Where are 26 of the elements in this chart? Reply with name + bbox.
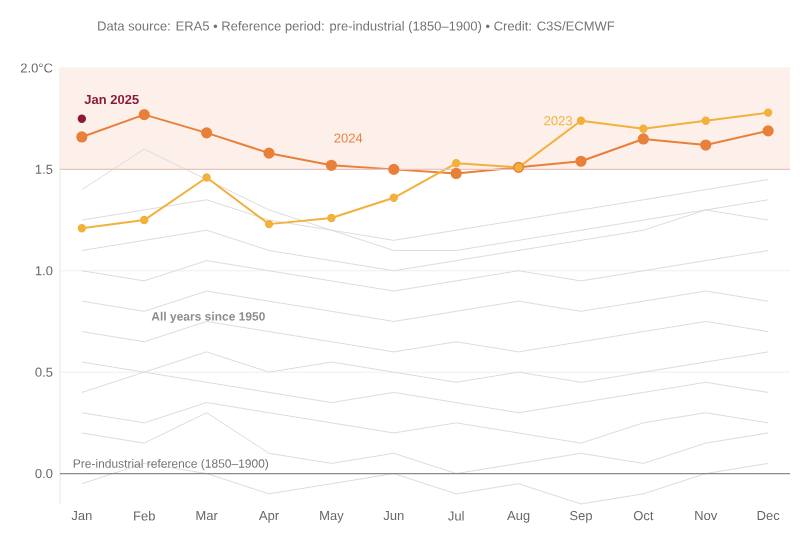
point xyxy=(762,125,774,137)
point xyxy=(637,133,649,145)
point xyxy=(138,109,150,121)
point xyxy=(325,159,338,171)
point xyxy=(389,193,398,202)
point xyxy=(701,116,710,125)
point xyxy=(575,155,587,167)
point xyxy=(700,139,712,151)
point xyxy=(77,223,87,233)
line-series xyxy=(81,249,769,292)
line-series xyxy=(81,290,769,322)
point xyxy=(264,219,274,229)
point xyxy=(388,163,400,175)
point xyxy=(451,159,461,168)
point xyxy=(263,147,275,159)
point xyxy=(327,213,336,223)
point xyxy=(576,116,586,125)
point xyxy=(450,167,462,180)
point xyxy=(76,131,88,143)
line-series xyxy=(81,320,769,353)
point xyxy=(201,127,213,139)
point xyxy=(140,215,149,225)
point xyxy=(639,124,648,134)
point xyxy=(77,114,87,123)
point xyxy=(202,173,211,182)
point xyxy=(763,108,773,117)
